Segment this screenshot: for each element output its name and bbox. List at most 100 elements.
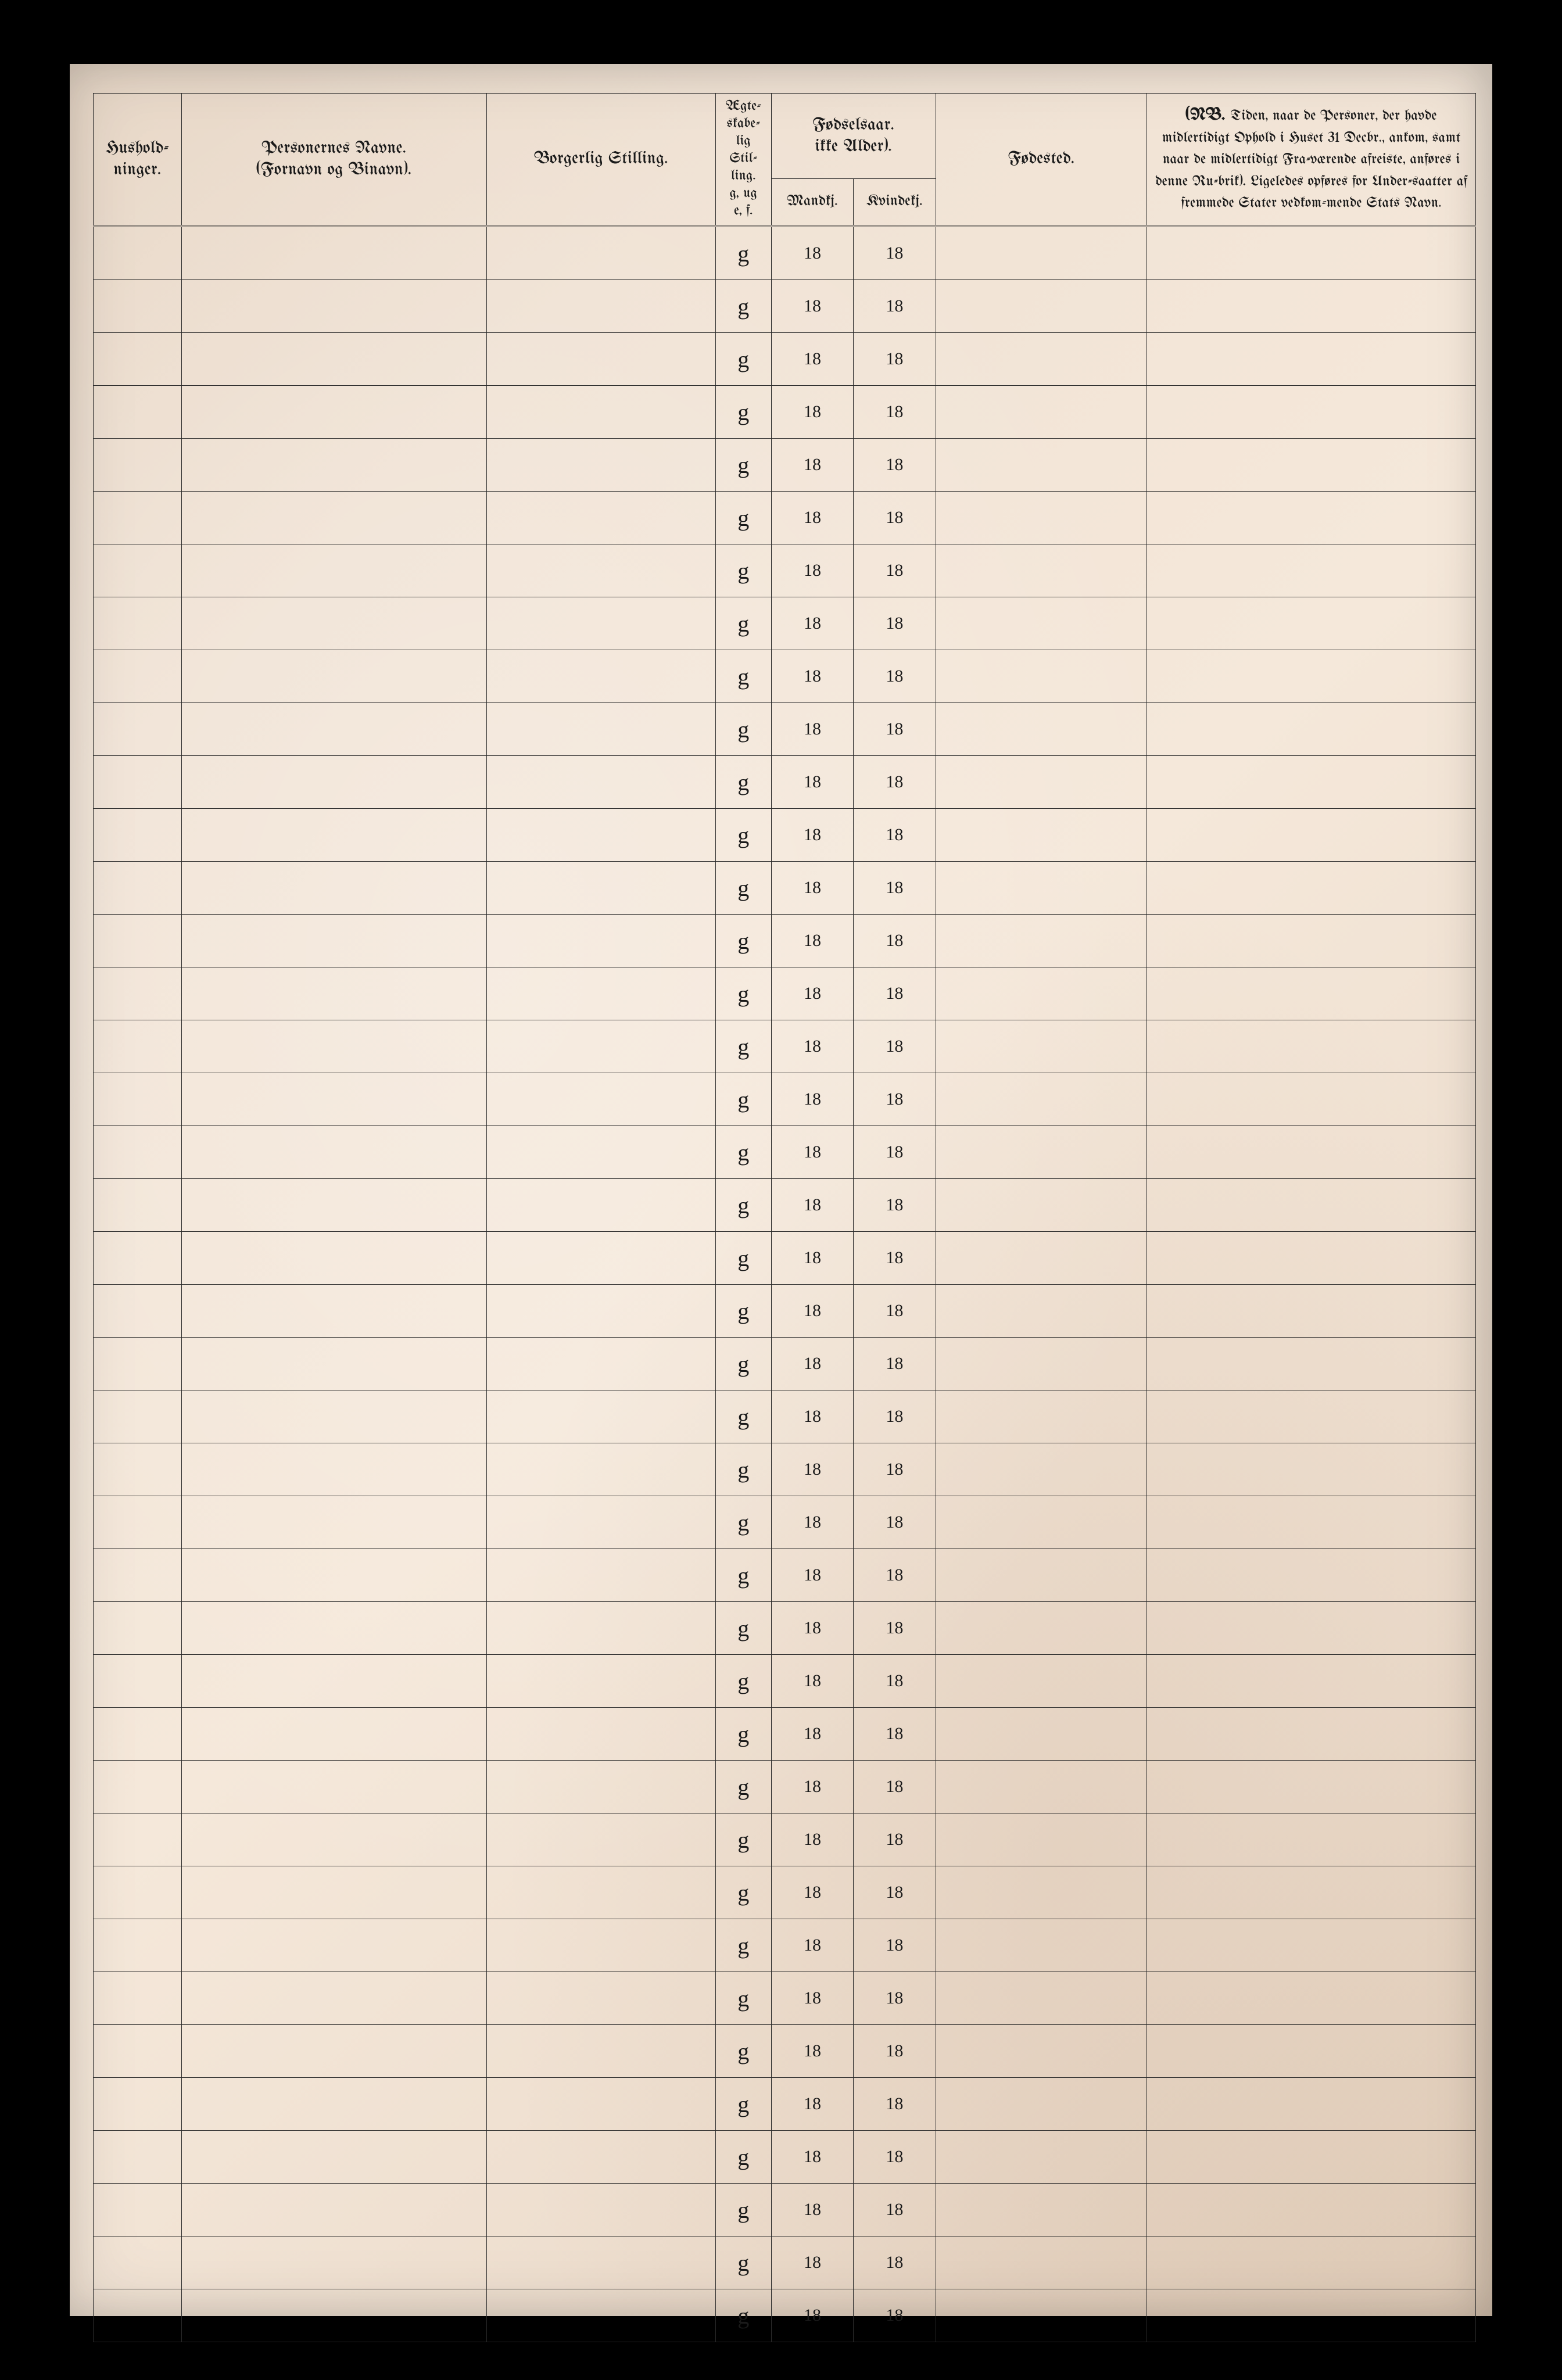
cell-year-male: 18	[771, 915, 853, 967]
cell-empty	[94, 226, 182, 280]
table-row: g1818	[94, 915, 1476, 967]
cell-empty	[486, 439, 715, 492]
cell-empty	[936, 1866, 1147, 1919]
cell-marital: g	[715, 544, 771, 597]
cell-year-female: 18	[854, 862, 936, 915]
cell-empty	[94, 2025, 182, 2078]
cell-empty	[181, 1179, 486, 1232]
cell-empty	[486, 2289, 715, 2342]
cell-empty	[486, 1549, 715, 1602]
cell-empty	[486, 1496, 715, 1549]
cell-marital: g	[715, 1866, 771, 1919]
cell-year-male: 18	[771, 2184, 853, 2236]
table-row: g1818	[94, 1126, 1476, 1179]
cell-year-female: 18	[854, 1549, 936, 1602]
cell-empty	[181, 2025, 486, 2078]
cell-empty	[486, 2078, 715, 2131]
cell-empty	[1147, 650, 1476, 703]
header-borgerlig-stilling: Borgerlig Stilling.	[486, 94, 715, 227]
cell-empty	[1147, 492, 1476, 544]
cell-empty	[936, 544, 1147, 597]
cell-marital: g	[715, 280, 771, 333]
cell-year-male: 18	[771, 544, 853, 597]
cell-empty	[936, 915, 1147, 967]
cell-marital: g	[715, 1020, 771, 1073]
cell-empty	[936, 809, 1147, 862]
cell-empty	[486, 1232, 715, 1285]
table-row: g1818	[94, 226, 1476, 280]
cell-empty	[936, 1443, 1147, 1496]
cell-empty	[94, 280, 182, 333]
cell-empty	[181, 1285, 486, 1338]
cell-empty	[486, 809, 715, 862]
cell-empty	[1147, 333, 1476, 386]
cell-year-female: 18	[854, 1866, 936, 1919]
cell-year-male: 18	[771, 967, 853, 1020]
cell-year-female: 18	[854, 809, 936, 862]
cell-empty	[486, 2131, 715, 2184]
cell-empty	[936, 1813, 1147, 1866]
cell-year-male: 18	[771, 1020, 853, 1073]
cell-empty	[486, 2236, 715, 2289]
cell-empty	[181, 1655, 486, 1708]
cell-empty	[936, 1972, 1147, 2025]
cell-marital: g	[715, 2236, 771, 2289]
cell-empty	[181, 1443, 486, 1496]
cell-empty	[1147, 862, 1476, 915]
cell-marital: g	[715, 1496, 771, 1549]
cell-empty	[936, 1602, 1147, 1655]
cell-year-male: 18	[771, 1232, 853, 1285]
cell-empty	[94, 1972, 182, 2025]
cell-empty	[936, 650, 1147, 703]
cell-empty	[486, 1338, 715, 1390]
table-row: g1818	[94, 1813, 1476, 1866]
cell-empty	[1147, 2236, 1476, 2289]
cell-empty	[486, 1443, 715, 1496]
cell-year-female: 18	[854, 439, 936, 492]
cell-marital: g	[715, 2131, 771, 2184]
cell-year-male: 18	[771, 2236, 853, 2289]
cell-empty	[936, 1708, 1147, 1761]
cell-year-female: 18	[854, 2078, 936, 2131]
subheader-mandkj: Mandkj.	[771, 179, 853, 227]
cell-empty	[1147, 1338, 1476, 1390]
cell-empty	[486, 280, 715, 333]
table-row: g1818	[94, 862, 1476, 915]
cell-empty	[936, 1232, 1147, 1285]
cell-empty	[181, 1020, 486, 1073]
cell-empty	[181, 1338, 486, 1390]
cell-empty	[181, 2289, 486, 2342]
cell-year-female: 18	[854, 1338, 936, 1390]
cell-empty	[181, 703, 486, 756]
cell-year-male: 18	[771, 1602, 853, 1655]
cell-empty	[181, 280, 486, 333]
cell-marital: g	[715, 1919, 771, 1972]
cell-empty	[1147, 1390, 1476, 1443]
ledger-table: Hushold-ninger. Personernes Navne. (Forn…	[93, 93, 1476, 2342]
cell-empty	[1147, 1020, 1476, 1073]
cell-empty	[936, 2078, 1147, 2131]
cell-empty	[936, 1073, 1147, 1126]
cell-empty	[1147, 1813, 1476, 1866]
header-aegteskabelig: Ægte-skabe-ligStil-ling.g, uge, f.	[715, 94, 771, 227]
cell-year-male: 18	[771, 1285, 853, 1338]
table-row: g1818	[94, 1443, 1476, 1496]
cell-empty	[936, 333, 1147, 386]
cell-empty	[936, 597, 1147, 650]
cell-empty	[486, 1813, 715, 1866]
cell-empty	[936, 1496, 1147, 1549]
cell-empty	[486, 756, 715, 809]
cell-marital: g	[715, 597, 771, 650]
table-row: g1818	[94, 1602, 1476, 1655]
cell-marital: g	[715, 439, 771, 492]
cell-empty	[936, 1390, 1147, 1443]
cell-year-male: 18	[771, 597, 853, 650]
cell-year-male: 18	[771, 809, 853, 862]
table-row: g1818	[94, 492, 1476, 544]
cell-empty	[936, 1126, 1147, 1179]
cell-year-female: 18	[854, 1390, 936, 1443]
table-row: g1818	[94, 967, 1476, 1020]
cell-marital: g	[715, 386, 771, 439]
table-row: g1818	[94, 2184, 1476, 2236]
cell-marital: g	[715, 756, 771, 809]
